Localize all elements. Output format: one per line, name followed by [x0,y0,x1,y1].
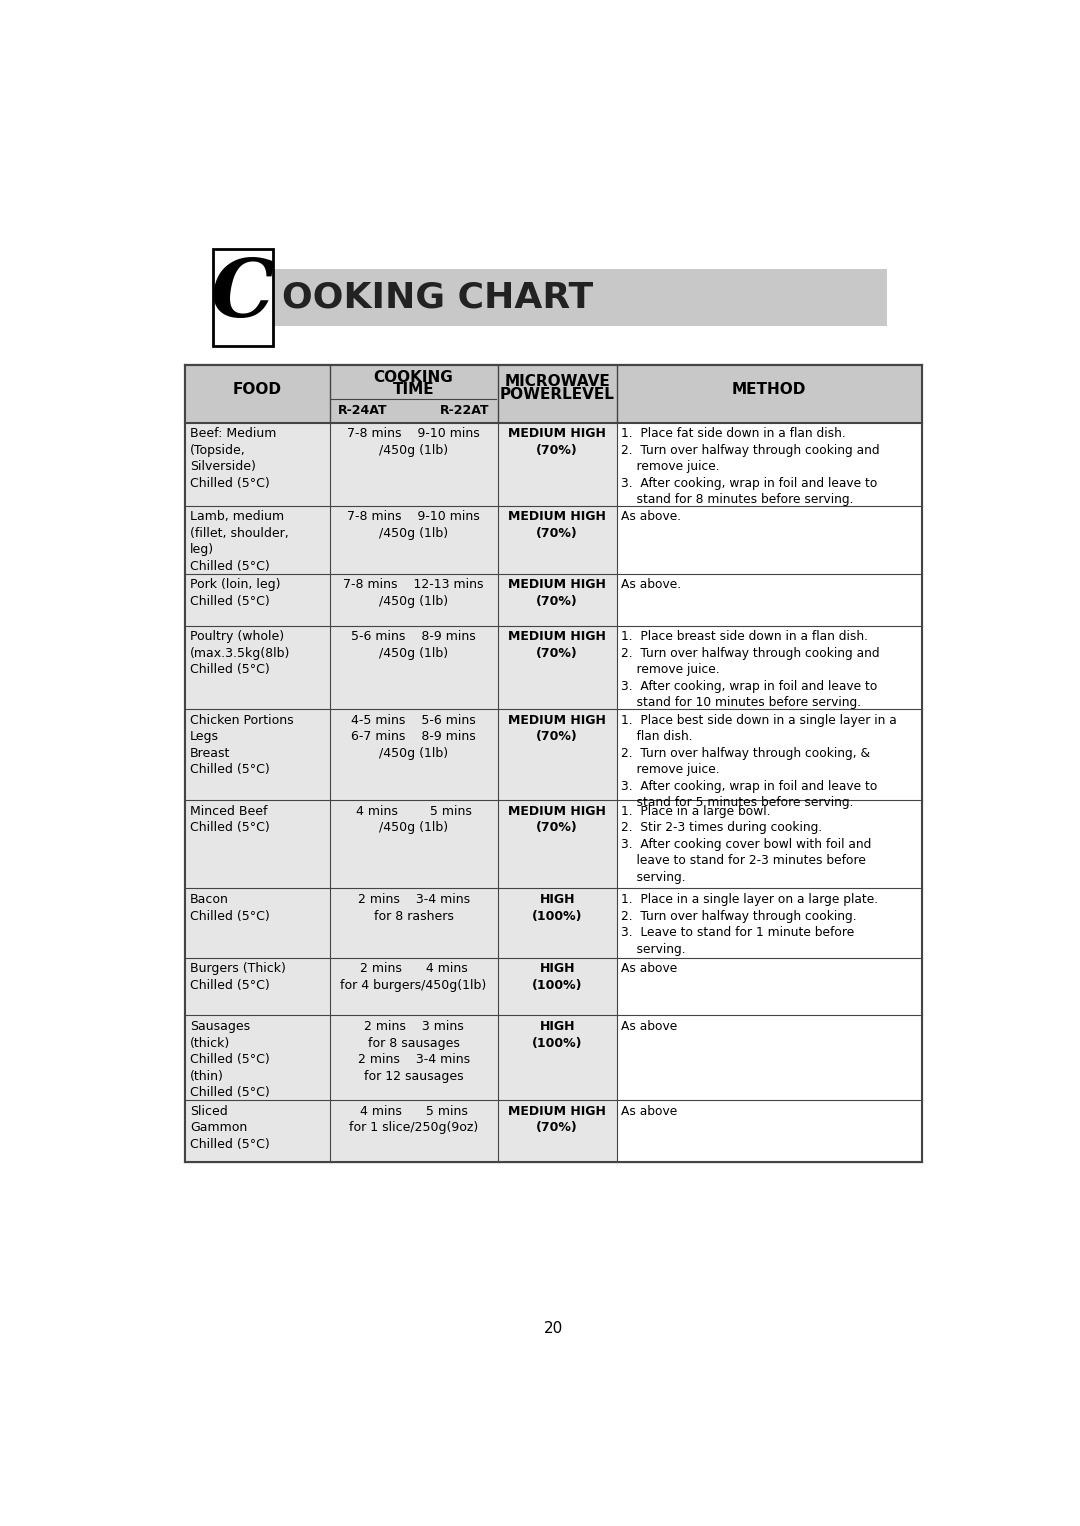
Bar [617,958,921,1015]
Bar [186,1100,329,1161]
Text: As above: As above [621,1019,678,1033]
Text: 2 mins    3-4 mins
for 8 rashers: 2 mins 3-4 mins for 8 rashers [357,893,470,923]
Text: 1.  Place breast side down in a flan dish.
2.  Turn over halfway through cooking: 1. Place breast side down in a flan dish… [621,630,880,710]
Text: R-24AT: R-24AT [337,404,387,417]
Bar [329,574,498,626]
Bar [329,626,498,710]
Bar [186,423,329,505]
Bar [213,269,887,327]
Text: Chicken Portions
Legs
Breast
Chilled (5°C): Chicken Portions Legs Breast Chilled (5°… [190,714,294,777]
Text: COOKING: COOKING [374,369,454,385]
Bar [186,505,329,574]
Bar [329,423,498,505]
Bar [186,365,921,423]
Text: 2 mins      4 mins
for 4 burgers/450g(1lb): 2 mins 4 mins for 4 burgers/450g(1lb) [340,963,487,992]
Bar [186,365,921,1161]
Text: TIME: TIME [393,382,434,397]
Bar [617,888,921,958]
Text: MEDIUM HIGH
(70%): MEDIUM HIGH (70%) [509,804,606,835]
Bar [498,423,617,505]
Text: 4 mins        5 mins
/450g (1lb): 4 mins 5 mins /450g (1lb) [355,804,472,835]
Text: METHOD: METHOD [732,382,807,397]
Bar [617,626,921,710]
Text: 4-5 mins    5-6 mins
6-7 mins    8-9 mins
/450g (1lb): 4-5 mins 5-6 mins 6-7 mins 8-9 mins /450… [351,714,476,760]
Bar [498,1100,617,1161]
Text: 1.  Place in a large bowl.
2.  Stir 2-3 times during cooking.
3.  After cooking : 1. Place in a large bowl. 2. Stir 2-3 ti… [621,804,872,884]
Bar [329,1015,498,1100]
Text: MEDIUM HIGH
(70%): MEDIUM HIGH (70%) [509,1105,606,1134]
Text: 1.  Place in a single layer on a large plate.
2.  Turn over halfway through cook: 1. Place in a single layer on a large pl… [621,893,879,955]
Text: Sausages
(thick)
Chilled (5°C)
(thin)
Chilled (5°C): Sausages (thick) Chilled (5°C) (thin) Ch… [190,1019,270,1099]
Bar [498,574,617,626]
Bar [617,800,921,888]
Bar [329,505,498,574]
Bar [186,626,329,710]
Bar [498,710,617,800]
Bar [498,505,617,574]
Bar [329,958,498,1015]
Bar [498,800,617,888]
Bar [498,958,617,1015]
Text: 2 mins    3 mins
for 8 sausages
2 mins    3-4 mins
for 12 sausages: 2 mins 3 mins for 8 sausages 2 mins 3-4 … [357,1019,470,1082]
Text: C: C [211,256,274,334]
Bar [617,574,921,626]
Text: Beef: Medium
(Topside,
Silverside)
Chilled (5°C): Beef: Medium (Topside, Silverside) Chill… [190,427,276,490]
Bar [329,800,498,888]
Text: Lamb, medium
(fillet, shoulder,
leg)
Chilled (5°C): Lamb, medium (fillet, shoulder, leg) Chi… [190,510,288,572]
Text: MEDIUM HIGH
(70%): MEDIUM HIGH (70%) [509,714,606,743]
Text: OOKING CHART: OOKING CHART [282,281,594,314]
Bar [329,888,498,958]
Text: HIGH
(100%): HIGH (100%) [532,1019,582,1050]
Text: As above: As above [621,963,678,975]
Text: Bacon
Chilled (5°C): Bacon Chilled (5°C) [190,893,270,923]
Bar [617,1015,921,1100]
Text: 5-6 mins    8-9 mins
/450g (1lb): 5-6 mins 8-9 mins /450g (1lb) [351,630,476,659]
Text: As above.: As above. [621,578,681,591]
Text: POWERLEVEL: POWERLEVEL [500,388,615,403]
Text: MEDIUM HIGH
(70%): MEDIUM HIGH (70%) [509,578,606,607]
Text: HIGH
(100%): HIGH (100%) [532,893,582,923]
Bar [329,1100,498,1161]
Bar [329,710,498,800]
Text: As above: As above [621,1105,678,1119]
Bar [186,888,329,958]
Text: As above.: As above. [621,510,681,523]
Text: 20: 20 [544,1322,563,1337]
Text: 4 mins      5 mins
for 1 slice/250g(9oz): 4 mins 5 mins for 1 slice/250g(9oz) [349,1105,478,1134]
Text: MICROWAVE: MICROWAVE [504,374,610,389]
Bar [498,626,617,710]
Text: Sliced
Gammon
Chilled (5°C): Sliced Gammon Chilled (5°C) [190,1105,270,1151]
Text: 7-8 mins    12-13 mins
/450g (1lb): 7-8 mins 12-13 mins /450g (1lb) [343,578,484,607]
Text: MEDIUM HIGH
(70%): MEDIUM HIGH (70%) [509,510,606,540]
Bar [617,423,921,505]
Bar [617,505,921,574]
Text: R-22AT: R-22AT [441,404,490,417]
Bar [186,574,329,626]
Text: 7-8 mins    9-10 mins
/450g (1lb): 7-8 mins 9-10 mins /450g (1lb) [348,427,480,456]
Text: 7-8 mins    9-10 mins
/450g (1lb): 7-8 mins 9-10 mins /450g (1lb) [348,510,480,540]
Bar [498,888,617,958]
Text: Minced Beef
Chilled (5°C): Minced Beef Chilled (5°C) [190,804,270,835]
Text: Poultry (whole)
(max.3.5kg(8lb)
Chilled (5°C): Poultry (whole) (max.3.5kg(8lb) Chilled … [190,630,291,676]
Bar [186,958,329,1015]
Bar [617,1100,921,1161]
Text: MEDIUM HIGH
(70%): MEDIUM HIGH (70%) [509,630,606,659]
Text: 1.  Place fat side down in a flan dish.
2.  Turn over halfway through cooking an: 1. Place fat side down in a flan dish. 2… [621,427,880,507]
Bar [498,1015,617,1100]
Text: HIGH
(100%): HIGH (100%) [532,963,582,992]
Bar [186,1015,329,1100]
Text: 1.  Place best side down in a single layer in a
    flan dish.
2.  Turn over hal: 1. Place best side down in a single laye… [621,714,897,809]
Bar [617,710,921,800]
Bar [186,800,329,888]
Text: FOOD: FOOD [233,382,282,397]
Bar [213,249,273,345]
Text: Burgers (Thick)
Chilled (5°C): Burgers (Thick) Chilled (5°C) [190,963,286,992]
Bar [186,710,329,800]
Text: Pork (loin, leg)
Chilled (5°C): Pork (loin, leg) Chilled (5°C) [190,578,281,607]
Text: MEDIUM HIGH
(70%): MEDIUM HIGH (70%) [509,427,606,456]
